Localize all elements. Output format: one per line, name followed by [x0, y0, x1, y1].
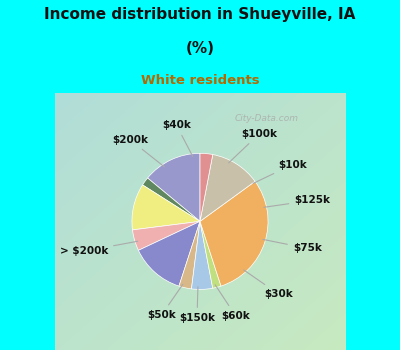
Wedge shape [148, 153, 200, 222]
Text: City-Data.com: City-Data.com [235, 114, 299, 123]
Text: $150k: $150k [179, 287, 215, 323]
Wedge shape [200, 153, 213, 222]
Wedge shape [200, 222, 221, 288]
Text: (%): (%) [186, 41, 214, 56]
Text: $60k: $60k [215, 285, 250, 321]
Text: $40k: $40k [162, 120, 193, 156]
Wedge shape [132, 222, 200, 250]
Text: $100k: $100k [229, 129, 277, 163]
Wedge shape [192, 222, 213, 289]
Text: $75k: $75k [263, 239, 322, 253]
Text: $50k: $50k [147, 284, 183, 320]
Wedge shape [200, 181, 268, 286]
Text: $200k: $200k [112, 135, 164, 167]
Wedge shape [142, 178, 200, 222]
Text: $125k: $125k [264, 195, 330, 207]
Wedge shape [200, 155, 255, 222]
Text: White residents: White residents [141, 74, 259, 87]
Wedge shape [132, 185, 200, 230]
Text: $10k: $10k [253, 160, 307, 183]
Wedge shape [179, 222, 200, 289]
Wedge shape [138, 222, 200, 286]
Text: Income distribution in Shueyville, IA: Income distribution in Shueyville, IA [44, 7, 356, 22]
Text: > $200k: > $200k [60, 241, 138, 256]
Text: $30k: $30k [244, 270, 293, 299]
